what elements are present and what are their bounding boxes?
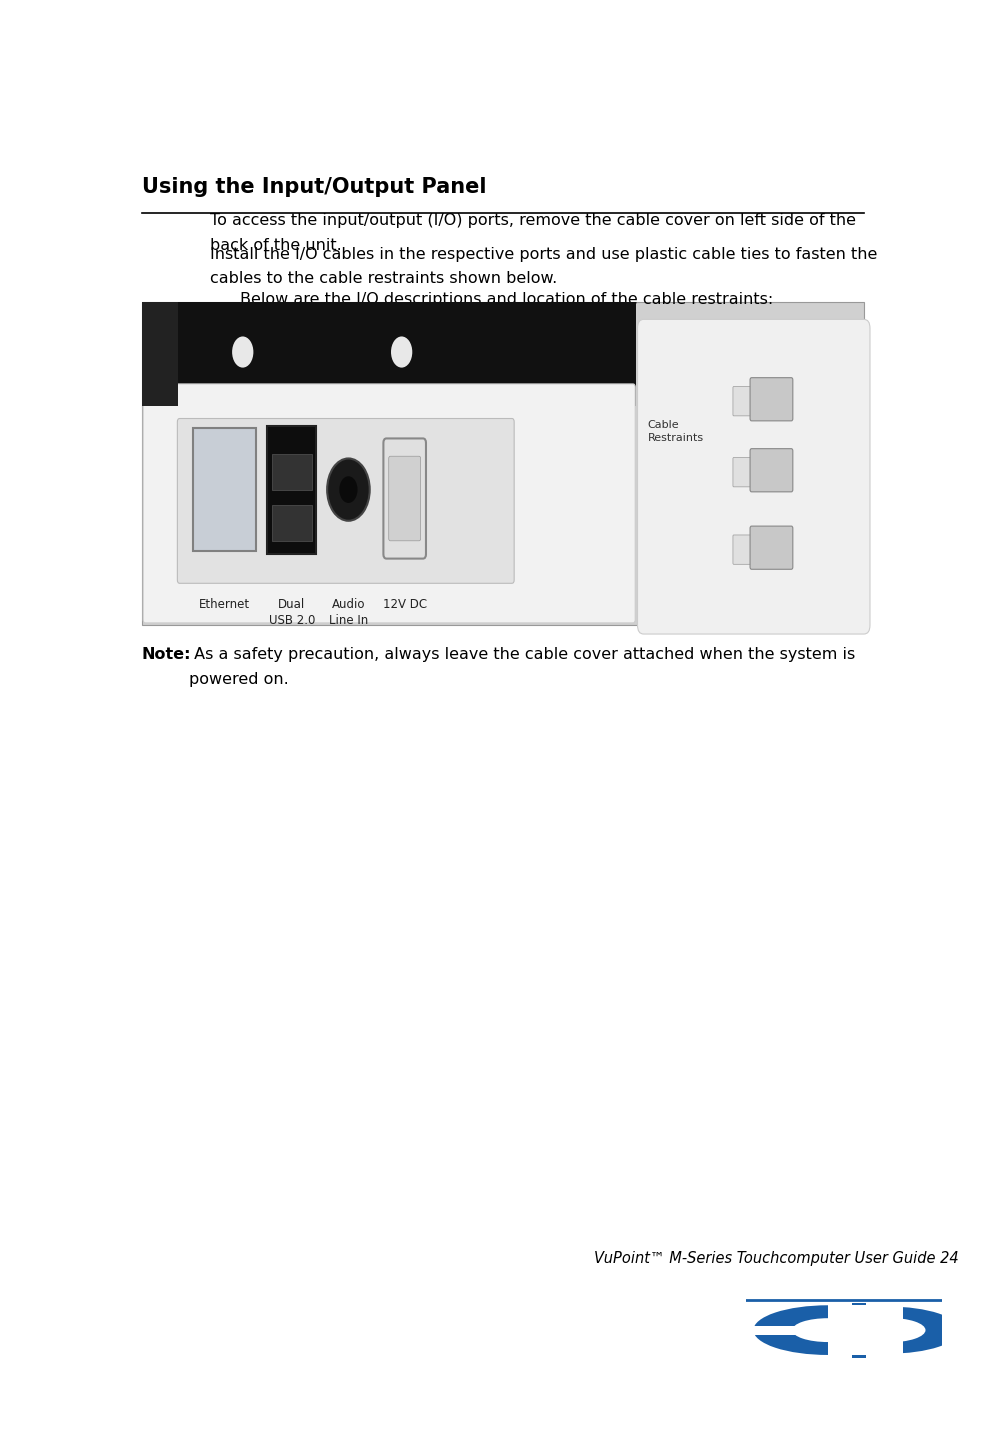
Text: Note:: Note: bbox=[141, 647, 191, 662]
Bar bbox=[753, 1325, 903, 1335]
Text: Dual
USB 2.0: Dual USB 2.0 bbox=[269, 598, 315, 627]
FancyBboxPatch shape bbox=[178, 419, 514, 584]
Text: As a safety precaution, always leave the cable cover attached when the system is: As a safety precaution, always leave the… bbox=[188, 647, 855, 662]
Circle shape bbox=[753, 1305, 903, 1355]
Circle shape bbox=[327, 458, 370, 520]
Text: powered on.: powered on. bbox=[188, 672, 288, 686]
Text: Audio
Line In: Audio Line In bbox=[329, 598, 368, 627]
Bar bbox=[272, 454, 312, 490]
Bar bbox=[828, 1305, 903, 1355]
FancyBboxPatch shape bbox=[384, 438, 426, 559]
FancyBboxPatch shape bbox=[638, 319, 870, 634]
FancyBboxPatch shape bbox=[750, 377, 793, 420]
Circle shape bbox=[793, 1318, 863, 1342]
FancyBboxPatch shape bbox=[733, 387, 754, 416]
Bar bbox=[852, 1302, 866, 1358]
FancyBboxPatch shape bbox=[388, 457, 421, 540]
Text: cables to the cable restraints shown below.: cables to the cable restraints shown bel… bbox=[210, 272, 557, 286]
Bar bbox=[272, 506, 312, 540]
Bar bbox=[141, 302, 864, 626]
Text: Below are the I/O descriptions and location of the cable restraints:: Below are the I/O descriptions and locat… bbox=[240, 292, 774, 308]
Circle shape bbox=[232, 337, 253, 367]
FancyBboxPatch shape bbox=[733, 458, 754, 487]
Text: 12V DC: 12V DC bbox=[383, 598, 427, 611]
Text: Install the I/O cables in the respective ports and use plastic cable ties to fas: Install the I/O cables in the respective… bbox=[210, 247, 877, 262]
Circle shape bbox=[339, 477, 357, 503]
FancyBboxPatch shape bbox=[750, 448, 793, 491]
Text: Ethernet: Ethernet bbox=[199, 598, 250, 611]
FancyBboxPatch shape bbox=[733, 535, 754, 565]
Text: back of the unit.: back of the unit. bbox=[210, 238, 341, 253]
Text: Cable
Restraints: Cable Restraints bbox=[647, 420, 703, 444]
Bar bbox=[141, 302, 178, 406]
FancyBboxPatch shape bbox=[143, 384, 636, 623]
Circle shape bbox=[391, 337, 412, 367]
Bar bbox=[193, 428, 256, 551]
FancyBboxPatch shape bbox=[750, 526, 793, 569]
Circle shape bbox=[818, 1306, 959, 1354]
Text: VuPoint™ M-Series Touchcomputer User Guide 24: VuPoint™ M-Series Touchcomputer User Gui… bbox=[594, 1251, 958, 1266]
Text: Using the Input/Output Panel: Using the Input/Output Panel bbox=[141, 178, 487, 198]
Bar bbox=[267, 426, 317, 553]
Bar bbox=[141, 302, 637, 406]
Text: To access the input/output (I/O) ports, remove the cable cover on left side of t: To access the input/output (I/O) ports, … bbox=[210, 214, 856, 228]
Circle shape bbox=[852, 1318, 925, 1342]
